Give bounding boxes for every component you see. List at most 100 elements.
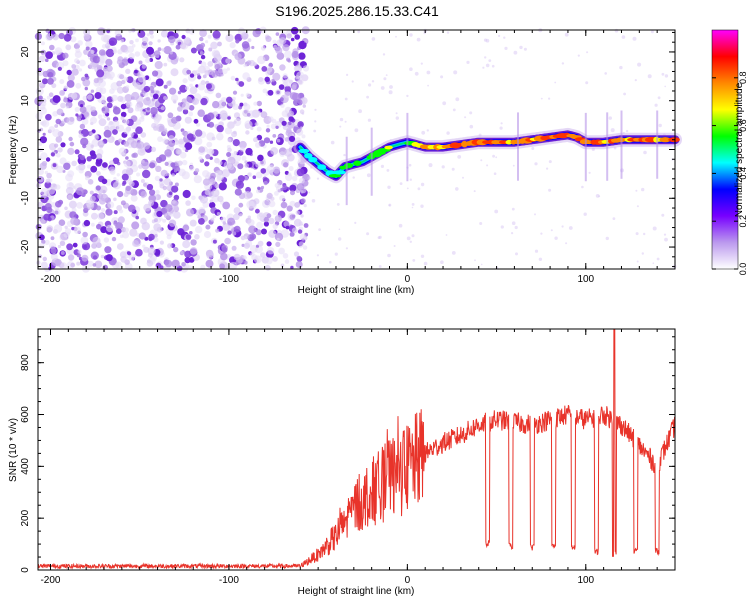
noise-dot: [217, 100, 226, 109]
noise-speckle: [409, 178, 412, 181]
noise-dot: [107, 201, 115, 209]
noise-dot: [162, 129, 168, 135]
noise-dot: [38, 67, 42, 72]
noise-speckle: [416, 37, 421, 42]
noise-dot: [76, 202, 83, 209]
spec-ytick-label: -20: [20, 239, 31, 254]
noise-dot: [243, 63, 248, 68]
noise-dot: [154, 233, 158, 238]
noise-dot: [286, 205, 293, 212]
noise-dot: [173, 100, 177, 104]
noise-dot: [256, 212, 265, 221]
noise-speckle: [318, 228, 321, 232]
noise-dot: [208, 192, 216, 199]
noise-dot: [150, 107, 158, 115]
noise-dot: [105, 58, 113, 66]
noise-speckle: [371, 37, 376, 41]
noise-dot: [38, 99, 43, 104]
noise-speckle: [399, 182, 403, 186]
noise-dot: [68, 200, 77, 209]
noise-dot: [108, 37, 118, 46]
noise-dot: [270, 147, 279, 155]
noise-dot: [47, 77, 54, 85]
noise-speckle: [380, 86, 385, 90]
noise-dot: [42, 78, 48, 85]
noise-dot: [74, 106, 80, 113]
noise-speckle: [409, 240, 412, 243]
noise-dot: [112, 129, 118, 135]
noise-speckle: [632, 36, 637, 41]
noise-dot: [253, 198, 260, 205]
noise-dot: [298, 177, 305, 184]
noise-dot: [170, 68, 179, 77]
noise-dot: [68, 136, 73, 142]
noise-dot: [39, 242, 45, 249]
noise-dot: [232, 90, 238, 95]
noise-speckle: [641, 187, 645, 192]
noise-dot: [77, 249, 82, 254]
noise-dot: [288, 135, 296, 142]
noise-speckle: [368, 83, 372, 87]
noise-dot: [95, 160, 102, 167]
noise-dot: [109, 160, 114, 166]
noise-dot: [134, 69, 138, 74]
noise-dot: [215, 228, 220, 233]
noise-dot: [184, 142, 193, 151]
noise-dot: [132, 240, 139, 247]
noise-dot: [184, 116, 192, 124]
noise-speckle: [643, 150, 647, 155]
noise-dot: [128, 204, 136, 213]
noise-dot: [200, 61, 207, 68]
noise-dot: [274, 215, 282, 223]
noise-dot: [296, 183, 305, 191]
noise-speckle: [446, 31, 450, 34]
noise-dot: [112, 106, 121, 115]
noise-dot: [194, 168, 200, 173]
noise-dot: [102, 162, 108, 168]
noise-dot: [222, 201, 231, 210]
noise-dot: [299, 233, 307, 241]
noise-dot: [300, 198, 306, 204]
spectrogram-signal-track: [293, 110, 682, 206]
noise-speckle: [466, 60, 470, 64]
noise-dot: [251, 45, 255, 50]
noise-dot: [185, 234, 192, 240]
noise-speckle: [499, 126, 503, 130]
noise-dot: [100, 226, 108, 234]
noise-speckle: [523, 47, 527, 51]
colorbar-border: [711, 29, 739, 270]
noise-dot: [143, 203, 152, 212]
noise-speckle: [383, 77, 387, 81]
noise-speckle: [500, 122, 503, 125]
noise-dot: [57, 147, 63, 153]
noise-dot: [40, 188, 49, 196]
noise-dot: [293, 218, 302, 227]
noise-dot: [230, 75, 236, 81]
noise-dot: [101, 208, 105, 212]
noise-dot: [288, 110, 295, 117]
noise-dot: [182, 224, 190, 232]
noise-dot: [40, 121, 44, 126]
noise-speckle: [387, 253, 391, 258]
noise-dot: [198, 217, 205, 225]
noise-dot: [263, 180, 268, 186]
noise-dot: [290, 190, 295, 196]
noise-dot: [98, 49, 106, 56]
noise-dot: [272, 166, 281, 174]
noise-dot: [266, 124, 270, 128]
noise-dot: [39, 234, 45, 241]
noise-dot: [208, 47, 213, 52]
noise-dot: [197, 75, 202, 80]
noise-speckle: [357, 30, 361, 34]
noise-speckle: [661, 213, 665, 217]
colorbar-ticks: 0.0 0.2 0.4 0.6 0.8: [712, 72, 748, 275]
noise-dot: [298, 52, 306, 60]
noise-dot: [282, 184, 288, 191]
spectrogram-xlabel: Height of straight line (km): [298, 285, 415, 296]
noise-dot: [141, 161, 150, 170]
colorbar: 0.0 0.2 0.4 0.6 0.8 Normalized spectral ampl…: [711, 29, 748, 275]
noise-dot: [46, 33, 54, 41]
noise-dot: [86, 156, 92, 162]
noise-speckle: [427, 84, 429, 87]
